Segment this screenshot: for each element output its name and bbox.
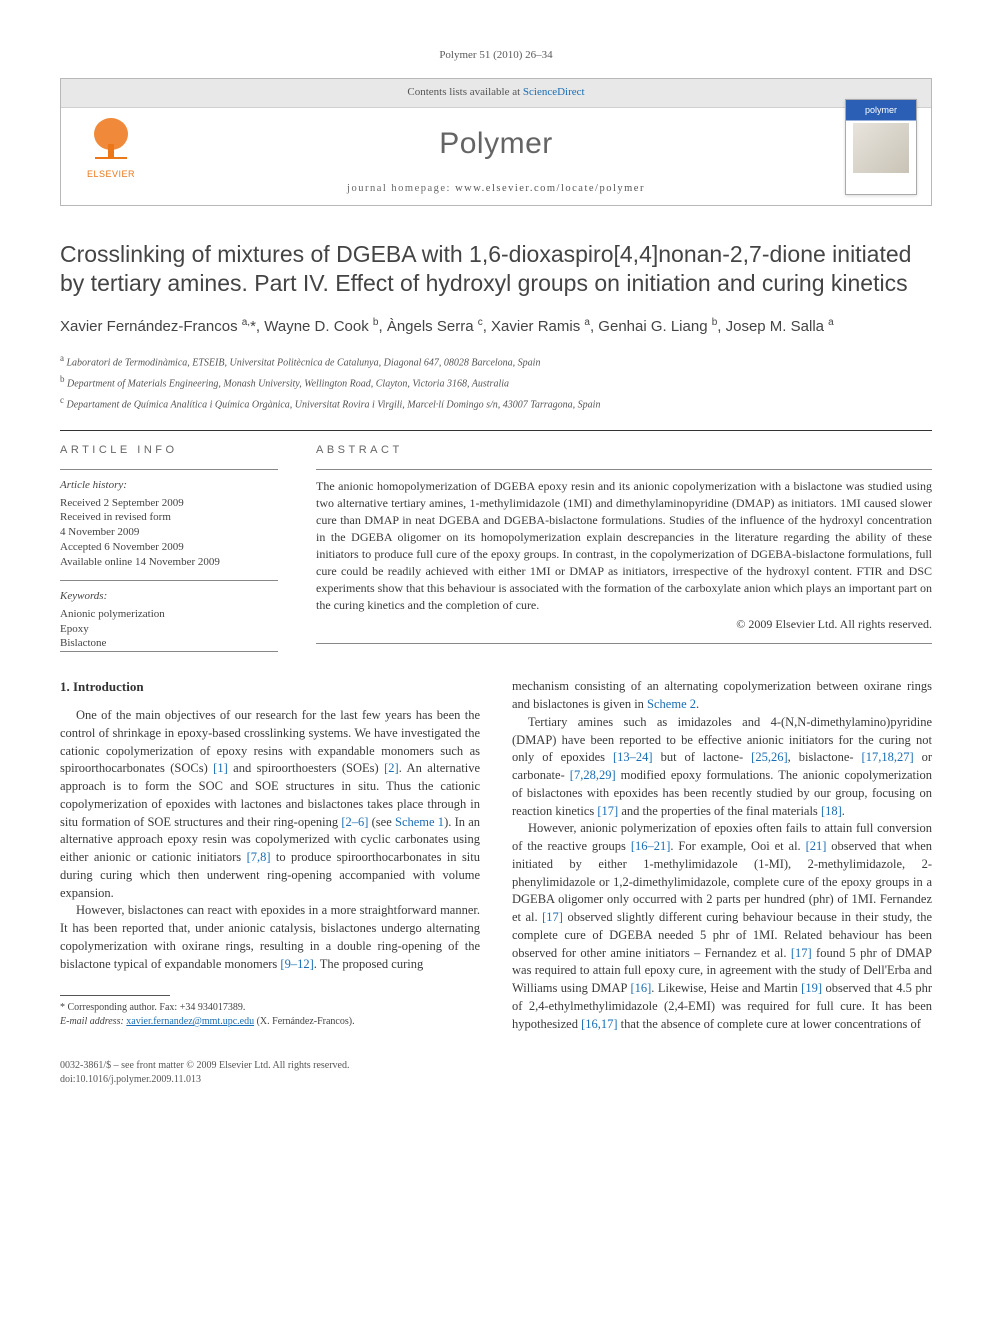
author-list: Xavier Fernández-Francos a,*, Wayne D. C… (60, 316, 932, 338)
keyword: Anionic polymerization (60, 607, 278, 622)
paragraph: One of the main objectives of our resear… (60, 707, 480, 902)
contents-label: Contents lists available at (407, 86, 522, 98)
sciencedirect-link[interactable]: ScienceDirect (523, 86, 585, 98)
keyword: Bislactone (60, 636, 278, 651)
divider (316, 469, 932, 470)
doi-line: doi:10.1016/j.polymer.2009.11.013 (60, 1073, 349, 1087)
journal-name: Polymer (61, 122, 931, 166)
section-heading-introduction: 1. Introduction (60, 678, 480, 697)
abstract-copyright: © 2009 Elsevier Ltd. All rights reserved… (316, 616, 932, 633)
header-bottom-bar: journal homepage: www.elsevier.com/locat… (61, 173, 931, 204)
divider (60, 580, 278, 581)
email-footnote: E-mail address: xavier.fernandez@mmt.upc… (60, 1015, 480, 1029)
article-title: Crosslinking of mixtures of DGEBA with 1… (60, 240, 932, 299)
meta-row: ARTICLE INFO Article history: Received 2… (60, 443, 932, 652)
homepage-url[interactable]: www.elsevier.com/locate/polymer (455, 183, 645, 194)
affiliation: c Departament de Química Analítica i Quí… (60, 394, 932, 412)
keyword: Epoxy (60, 622, 278, 637)
divider (316, 643, 932, 644)
divider (60, 430, 932, 431)
email-link[interactable]: xavier.fernandez@mmt.upc.edu (126, 1016, 254, 1027)
footer-left: 0032-3861/$ – see front matter © 2009 El… (60, 1059, 349, 1087)
divider (60, 651, 278, 652)
email-attribution: (X. Fernández-Francos). (254, 1016, 355, 1027)
journal-header: ELSEVIER polymer Contents lists availabl… (60, 78, 932, 206)
paragraph: Tertiary amines such as imidazoles and 4… (512, 714, 932, 821)
paragraph: However, bislactones can react with epox… (60, 902, 480, 973)
homepage-label: journal homepage: (347, 183, 455, 194)
email-label: E-mail address: (60, 1016, 126, 1027)
affiliation: a Laboratori de Termodinàmica, ETSEIB, U… (60, 352, 932, 370)
issn-line: 0032-3861/$ – see front matter © 2009 El… (60, 1059, 349, 1073)
journal-reference: Polymer 51 (2010) 26–34 (60, 48, 932, 64)
column-left: 1. Introduction One of the main objectiv… (60, 678, 480, 1033)
history-heading: Article history: (60, 478, 278, 494)
history-line: Received 2 September 2009 (60, 496, 278, 511)
history-line: Accepted 6 November 2009 (60, 540, 278, 555)
footnote-divider (60, 995, 170, 996)
history-line: Received in revised form (60, 510, 278, 525)
divider (60, 469, 278, 470)
keywords-heading: Keywords: (60, 589, 278, 605)
header-middle: Polymer (61, 108, 931, 174)
article-info-label: ARTICLE INFO (60, 443, 278, 459)
body-columns: 1. Introduction One of the main objectiv… (60, 678, 932, 1033)
history-line: 4 November 2009 (60, 525, 278, 540)
history-line: Available online 14 November 2009 (60, 555, 278, 570)
column-right: mechanism consisting of an alternating c… (512, 678, 932, 1033)
article-info-column: ARTICLE INFO Article history: Received 2… (60, 443, 278, 652)
paragraph: mechanism consisting of an alternating c… (512, 678, 932, 714)
abstract-label: ABSTRACT (316, 443, 932, 459)
affiliation: b Department of Materials Engineering, M… (60, 373, 932, 391)
page-footer: 0032-3861/$ – see front matter © 2009 El… (60, 1059, 932, 1087)
corresponding-author-footnote: * Corresponding author. Fax: +34 9340173… (60, 1001, 480, 1015)
paragraph: However, anionic polymerization of epoxi… (512, 820, 932, 1033)
abstract-text: The anionic homopolymerization of DGEBA … (316, 478, 932, 614)
header-top-bar: Contents lists available at ScienceDirec… (61, 79, 931, 108)
abstract-column: ABSTRACT The anionic homopolymerization … (316, 443, 932, 652)
